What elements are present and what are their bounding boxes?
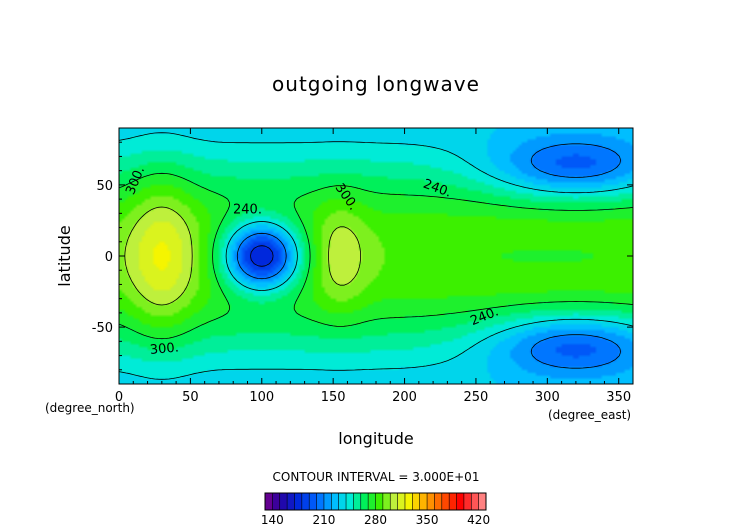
y-tick-label: 50 bbox=[96, 179, 113, 194]
colorbar-swatch bbox=[287, 493, 295, 510]
colorbar-tick-label: 140 bbox=[261, 513, 284, 527]
contour-line bbox=[236, 143, 621, 369]
contour-line bbox=[250, 245, 274, 267]
plot-area: 300.240.300.240.240.300. bbox=[118, 127, 634, 385]
x-tick-label: 50 bbox=[182, 390, 199, 405]
colorbar-swatch bbox=[434, 493, 443, 510]
heatmap-field bbox=[119, 128, 633, 384]
colorbar-tick-label: 210 bbox=[312, 513, 335, 527]
x-tick-label: 150 bbox=[321, 390, 346, 405]
colorbar-swatch bbox=[382, 493, 391, 510]
colorbar-swatch bbox=[346, 493, 354, 510]
colorbar-swatch bbox=[449, 493, 457, 510]
colorbar-swatch bbox=[471, 493, 479, 510]
contour-label: 300. bbox=[149, 340, 179, 357]
colorbar-swatch bbox=[338, 493, 347, 510]
colorbar-swatch bbox=[294, 493, 303, 510]
y-unit-label: (degree_north) bbox=[45, 401, 135, 415]
colorbar-tick-label: 420 bbox=[467, 513, 490, 527]
contour-line bbox=[124, 206, 361, 306]
colorbar-swatch bbox=[272, 493, 281, 510]
colorbar-swatch bbox=[375, 493, 384, 510]
y-tick-label: 0 bbox=[105, 250, 113, 265]
colorbar-swatch bbox=[360, 493, 369, 510]
colorbar-swatch bbox=[456, 493, 465, 510]
contour-lines bbox=[118, 132, 634, 380]
contour-line bbox=[118, 132, 634, 380]
x-tick-label: 300 bbox=[535, 390, 560, 405]
colorbar-swatch bbox=[279, 493, 288, 510]
colorbar-ticks: 140 210 280 350 420 bbox=[261, 513, 490, 527]
x-tick-label: 200 bbox=[392, 390, 417, 405]
colorbar-swatch bbox=[478, 493, 487, 510]
colorbar-tick-label: 350 bbox=[416, 513, 439, 527]
colorbar-swatch bbox=[441, 493, 450, 510]
x-tick-label: 250 bbox=[464, 390, 489, 405]
colorbar-frame bbox=[264, 492, 487, 511]
colorbar-swatch bbox=[463, 493, 472, 510]
colorbar-swatch bbox=[404, 493, 413, 510]
colorbar-swatch bbox=[419, 493, 428, 510]
colorbar-swatch bbox=[353, 493, 362, 510]
x-axis: 0 50 100 150 200 250 300 350 bbox=[115, 128, 631, 405]
y-axis-title: latitude bbox=[55, 225, 74, 286]
colorbar-tick-label: 280 bbox=[364, 513, 387, 527]
colorbar-swatch bbox=[397, 493, 406, 510]
contour-interval-text: CONTOUR INTERVAL = 3.000E+01 bbox=[273, 470, 480, 484]
x-axis-title: longitude bbox=[338, 429, 413, 448]
colorbar-swatch bbox=[309, 493, 317, 510]
chart-title: outgoing longwave bbox=[272, 72, 480, 96]
y-tick-label: -50 bbox=[92, 321, 113, 336]
colorbar-swatch bbox=[390, 493, 398, 510]
colorbar-swatch bbox=[412, 493, 420, 510]
contour-line bbox=[118, 172, 634, 340]
colorbar-swatch bbox=[331, 493, 339, 510]
colorbar bbox=[264, 492, 487, 511]
colorbar-swatch bbox=[316, 493, 325, 510]
y-axis: -50 0 50 bbox=[92, 141, 633, 371]
x-tick-label: 100 bbox=[249, 390, 274, 405]
colorbar-swatch bbox=[368, 493, 376, 510]
x-unit-label: (degree_east) bbox=[548, 408, 631, 422]
colorbar-swatch bbox=[301, 493, 310, 510]
colorbar-swatch bbox=[427, 493, 435, 510]
contour-label: 240. bbox=[233, 202, 262, 217]
colorbar-swatch bbox=[323, 493, 332, 510]
colorbar-swatch bbox=[265, 493, 273, 510]
x-tick-label: 0 bbox=[115, 390, 123, 405]
x-tick-label: 350 bbox=[606, 390, 631, 405]
